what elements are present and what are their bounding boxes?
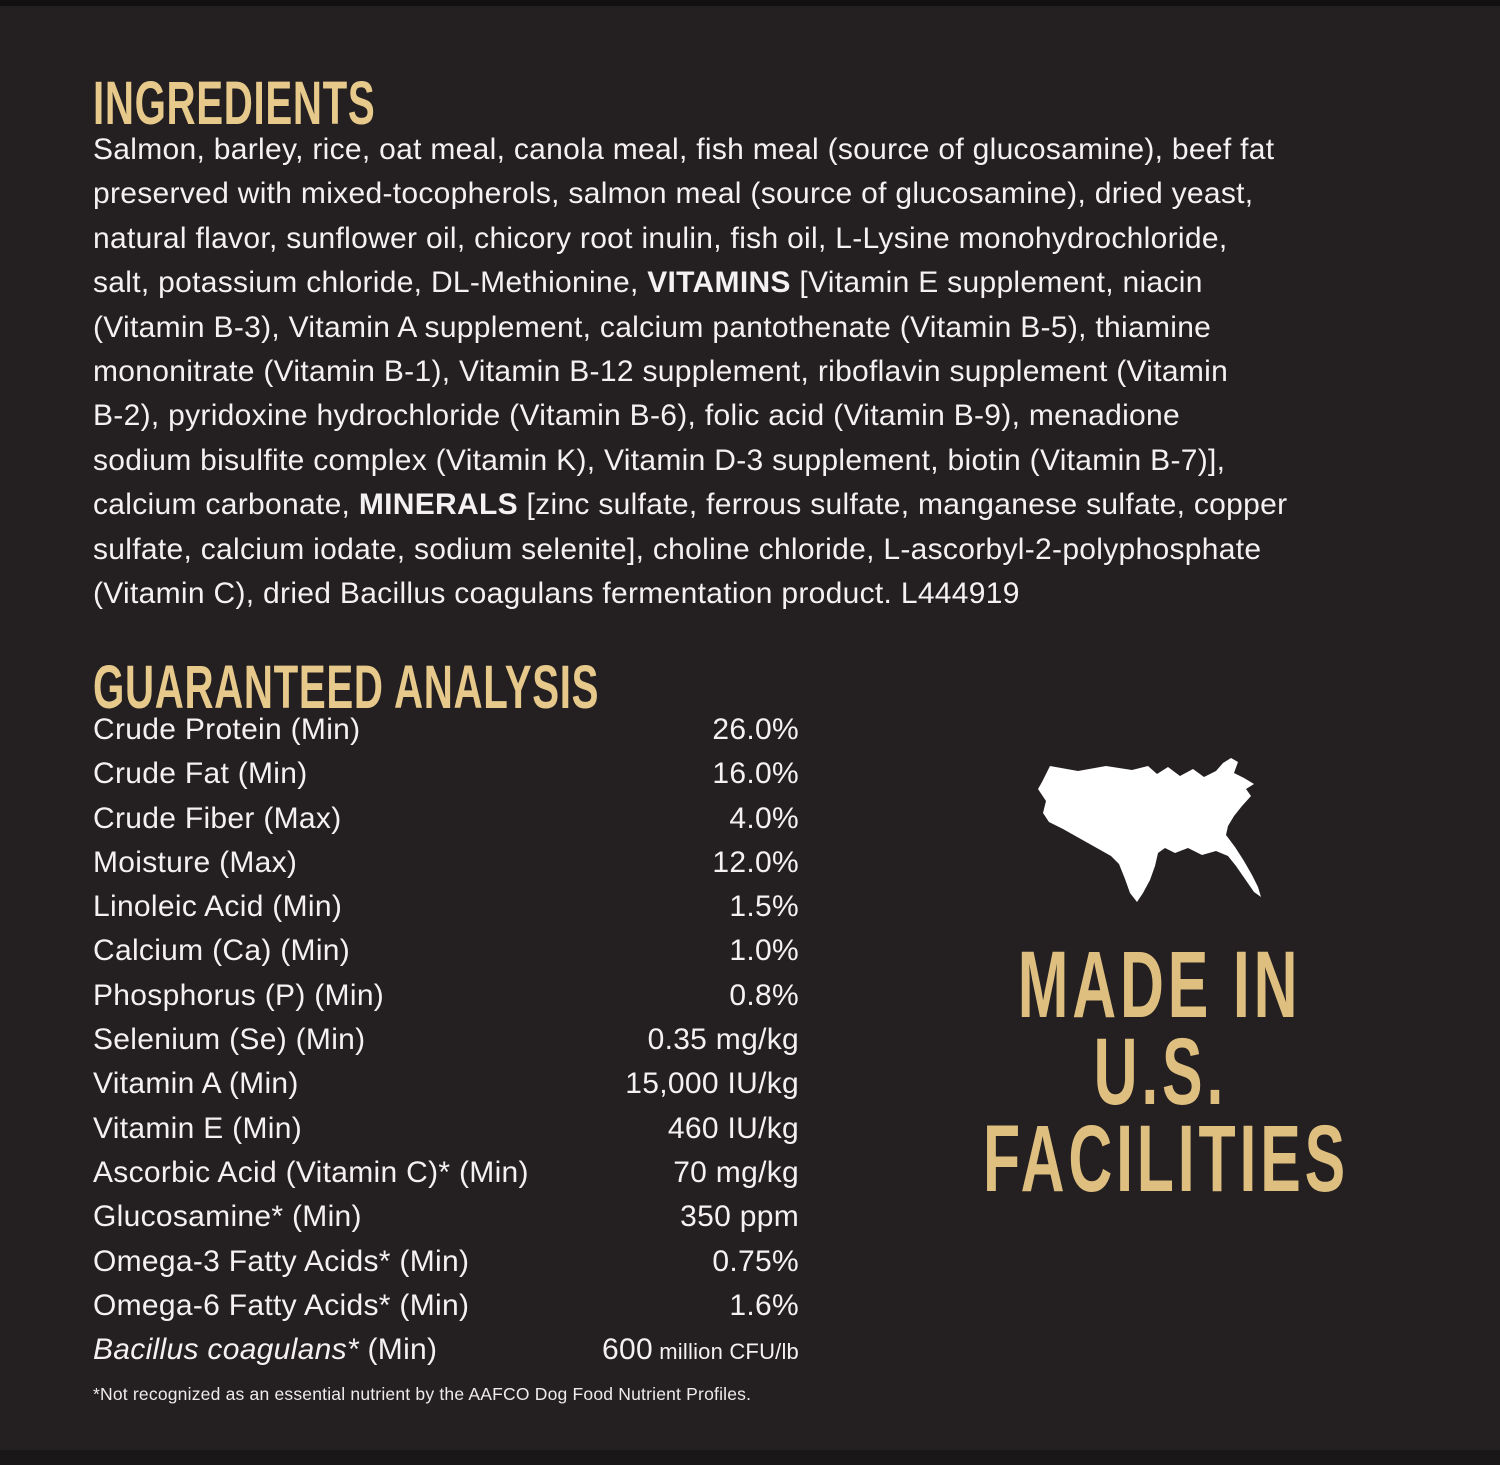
analysis-row: Crude Protein (Min) 26.0%	[93, 708, 799, 752]
made-in-line-1: MADE IN	[1018, 932, 1302, 1038]
analysis-row-label: Vitamin E (Min)	[93, 1111, 302, 1145]
ingredients-line: mononitrate (Vitamin B-1), Vitamin B-12 …	[93, 354, 1229, 388]
ingredients-line: preserved with mixed-tocopherols, salmon…	[93, 177, 1254, 211]
ingredients-line: calcium carbonate, MINERALS [zinc sulfat…	[93, 488, 1288, 522]
analysis-row-value: 26.0%	[712, 713, 799, 746]
us-map-silhouette-icon	[1038, 758, 1261, 902]
analysis-row-label: Linoleic Acid (Min)	[93, 890, 343, 924]
analysis-row: Selenium (Se) (Min) 0.35 mg/kg	[93, 1018, 799, 1062]
analysis-row-value: 15,000 IU/kg	[625, 1067, 799, 1101]
analysis-row-value: 1.6%	[729, 1288, 799, 1322]
ingredients-line: sodium bisulfite complex (Vitamin K), Vi…	[93, 443, 1226, 477]
label-bottom-edge	[0, 1450, 1500, 1465]
guaranteed-analysis-heading: GUARANTEED ANALYSIS	[93, 657, 860, 718]
analysis-row-label: Crude Protein (Min)	[93, 713, 361, 746]
analysis-row-value: 0.75%	[712, 1244, 799, 1278]
analysis-row-value: 350 ppm	[680, 1200, 799, 1234]
analysis-row-label: Vitamin A (Min)	[93, 1067, 299, 1101]
analysis-row: Omega-6 Fatty Acids* (Min) 1.6%	[93, 1284, 799, 1328]
analysis-row-value: 1.5%	[729, 890, 799, 924]
analysis-row-value: 600 million CFU/lb	[602, 1333, 799, 1367]
analysis-row: Crude Fiber (Max) 4.0%	[93, 797, 799, 841]
aafco-footnote: *Not recognized as an essential nutrient…	[93, 1384, 752, 1404]
analysis-row: Vitamin E (Min) 460 IU/kg	[93, 1107, 799, 1151]
analysis-row: Omega-3 Fatty Acids* (Min) 0.75%	[93, 1240, 799, 1284]
analysis-row-label: Phosphorus (P) (Min)	[93, 978, 385, 1012]
ingredients-line: B-2), pyridoxine hydrochloride (Vitamin …	[93, 399, 1180, 433]
analysis-row-label: Crude Fiber (Max)	[93, 801, 342, 835]
analysis-row-label: Moisture (Max)	[93, 845, 298, 879]
analysis-row-value: 16.0%	[712, 757, 799, 791]
ingredients-heading-text: INGREDIENTS	[93, 69, 376, 138]
analysis-row-value: 0.35 mg/kg	[647, 1023, 799, 1057]
analysis-row: Calcium (Ca) (Min) 1.0%	[93, 929, 799, 973]
ingredients-heading: INGREDIENTS	[93, 73, 521, 134]
analysis-row: Ascorbic Acid (Vitamin C)* (Min) 70 mg/kg	[93, 1151, 799, 1195]
label-top-edge	[0, 0, 1500, 6]
ingredients-line: natural flavor, sunflower oil, chicory r…	[93, 221, 1228, 255]
analysis-row: Crude Fat (Min) 16.0%	[93, 752, 799, 796]
analysis-row-label: Calcium (Ca) (Min)	[93, 934, 351, 968]
guaranteed-analysis-heading-text: GUARANTEED ANALYSIS	[93, 653, 600, 722]
analysis-row: Glucosamine* (Min) 350 ppm	[93, 1195, 799, 1239]
analysis-row-label: Ascorbic Acid (Vitamin C)* (Min)	[93, 1155, 529, 1189]
analysis-row-value: 12.0%	[712, 845, 799, 879]
analysis-row-value: 460 IU/kg	[667, 1111, 799, 1145]
analysis-row: Linoleic Acid (Min) 1.5%	[93, 885, 799, 929]
ingredients-line: salt, potassium chloride, DL-Methionine,…	[93, 266, 1203, 300]
ingredients-paragraph: Salmon, barley, rice, oat meal, canola m…	[93, 128, 1287, 616]
analysis-row-value: 1.0%	[729, 934, 799, 968]
made-in-line-2: U.S.	[1093, 1019, 1227, 1125]
analysis-row: Moisture (Max) 12.0%	[93, 841, 799, 885]
guaranteed-analysis-table: Crude Protein (Min) 26.0% Crude Fat (Min) 1…	[93, 708, 799, 1372]
analysis-row-label: Crude Fat (Min)	[93, 757, 308, 791]
analysis-row-label: Selenium (Se) (Min)	[93, 1023, 366, 1057]
analysis-row-label: Omega-6 Fatty Acids* (Min)	[93, 1288, 470, 1322]
ingredients-line: (Vitamin B-3), Vitamin A supplement, cal…	[93, 310, 1212, 344]
made-in-us-facilities-badge: MADE IN U.S. FACILITIES	[880, 932, 1440, 1212]
analysis-row: Bacillus coagulans* (Min) 600 million CFU…	[93, 1328, 799, 1372]
made-in-line-3: FACILITIES	[982, 1106, 1350, 1212]
analysis-row-label: Bacillus coagulans* (Min)	[93, 1333, 438, 1367]
analysis-row: Vitamin A (Min) 15,000 IU/kg	[93, 1062, 799, 1106]
ingredients-line: (Vitamin C), dried Bacillus coagulans fe…	[93, 576, 1020, 610]
analysis-row-label: Glucosamine* (Min)	[93, 1200, 362, 1234]
ingredients-line: sulfate, calcium iodate, sodium selenite…	[93, 532, 1262, 566]
analysis-row-label: Omega-3 Fatty Acids* (Min)	[93, 1244, 470, 1278]
analysis-row-value: 70 mg/kg	[673, 1155, 799, 1189]
analysis-row-value: 0.8%	[729, 978, 799, 1012]
analysis-row-value: 4.0%	[729, 801, 799, 835]
analysis-row: Phosphorus (P) (Min) 0.8%	[93, 974, 799, 1018]
ingredients-line: Salmon, barley, rice, oat meal, canola m…	[93, 133, 1275, 166]
